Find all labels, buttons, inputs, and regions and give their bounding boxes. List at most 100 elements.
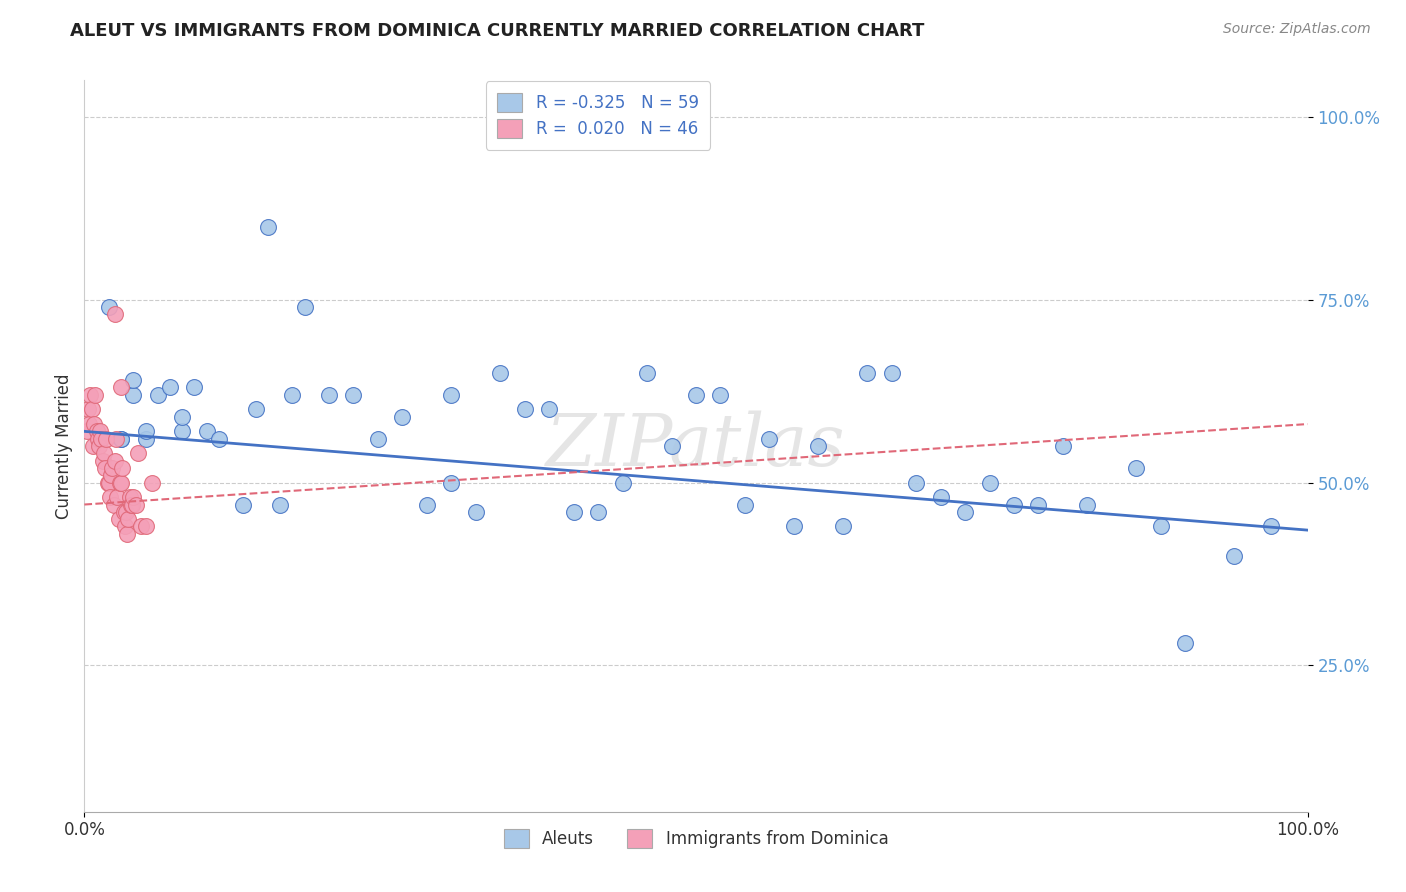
Point: [86, 425, 108, 439]
Point: [172, 425, 194, 439]
Point: [83, 417, 105, 431]
Point: [122, 373, 145, 387]
Point: [118, 490, 141, 504]
Point: [807, 439, 830, 453]
Point: [76, 425, 98, 439]
Point: [97, 475, 120, 490]
Point: [440, 475, 463, 490]
Point: [112, 505, 135, 519]
Point: [146, 388, 169, 402]
Point: [1174, 636, 1197, 650]
Point: [245, 402, 267, 417]
Point: [121, 498, 143, 512]
Point: [101, 461, 124, 475]
Point: [1076, 498, 1098, 512]
Point: [979, 475, 1001, 490]
Point: [122, 388, 145, 402]
Point: [1052, 439, 1074, 453]
Point: [129, 519, 152, 533]
Point: [1125, 461, 1147, 475]
Text: ALEUT VS IMMIGRANTS FROM DOMINICA CURRENTLY MARRIED CORRELATION CHART: ALEUT VS IMMIGRANTS FROM DOMINICA CURREN…: [70, 22, 925, 40]
Point: [80, 402, 103, 417]
Point: [342, 388, 364, 402]
Point: [856, 366, 879, 380]
Point: [104, 453, 127, 467]
Point: [391, 409, 413, 424]
Point: [709, 388, 731, 402]
Point: [513, 402, 536, 417]
Point: [1150, 519, 1173, 533]
Point: [734, 498, 756, 512]
Point: [77, 417, 100, 431]
Point: [929, 490, 952, 504]
Point: [586, 505, 609, 519]
Point: [1002, 498, 1025, 512]
Point: [489, 366, 512, 380]
Point: [86, 425, 108, 439]
Point: [1028, 498, 1050, 512]
Point: [172, 409, 194, 424]
Point: [281, 388, 304, 402]
Point: [1260, 519, 1282, 533]
Point: [294, 300, 316, 314]
Point: [831, 519, 853, 533]
Point: [208, 432, 231, 446]
Point: [93, 446, 115, 460]
Point: [562, 505, 585, 519]
Legend: Aleuts, Immigrants from Dominica: Aleuts, Immigrants from Dominica: [496, 822, 896, 855]
Point: [367, 432, 389, 446]
Point: [105, 490, 128, 504]
Point: [183, 380, 205, 394]
Text: ZIPatlas: ZIPatlas: [546, 410, 846, 482]
Point: [135, 425, 157, 439]
Point: [108, 475, 131, 490]
Point: [257, 219, 280, 234]
Point: [84, 388, 107, 402]
Point: [758, 432, 780, 446]
Point: [685, 388, 707, 402]
Point: [89, 425, 111, 439]
Point: [135, 519, 157, 533]
Point: [1223, 549, 1246, 563]
Point: [440, 388, 463, 402]
Point: [115, 526, 138, 541]
Point: [464, 505, 486, 519]
Point: [104, 307, 127, 321]
Point: [79, 388, 101, 402]
Point: [97, 475, 120, 490]
Point: [96, 432, 118, 446]
Point: [110, 475, 132, 490]
Point: [232, 498, 254, 512]
Point: [127, 446, 149, 460]
Point: [783, 519, 806, 533]
Point: [115, 505, 138, 519]
Point: [195, 425, 218, 439]
Point: [105, 432, 128, 446]
Point: [91, 453, 114, 467]
Point: [661, 439, 683, 453]
Point: [111, 461, 134, 475]
Point: [269, 498, 291, 512]
Point: [416, 498, 439, 512]
Point: [114, 519, 136, 533]
Point: [117, 512, 139, 526]
Point: [94, 461, 117, 475]
Point: [82, 439, 104, 453]
Point: [905, 475, 928, 490]
Text: Source: ZipAtlas.com: Source: ZipAtlas.com: [1223, 22, 1371, 37]
Point: [141, 475, 163, 490]
Point: [90, 432, 112, 446]
Point: [110, 380, 132, 394]
Point: [159, 380, 181, 394]
Point: [636, 366, 658, 380]
Point: [87, 432, 110, 446]
Point: [880, 366, 903, 380]
Point: [107, 512, 129, 526]
Point: [77, 402, 100, 417]
Y-axis label: Currently Married: Currently Married: [55, 373, 73, 519]
Point: [125, 498, 148, 512]
Point: [612, 475, 634, 490]
Point: [318, 388, 340, 402]
Point: [120, 498, 142, 512]
Point: [97, 300, 120, 314]
